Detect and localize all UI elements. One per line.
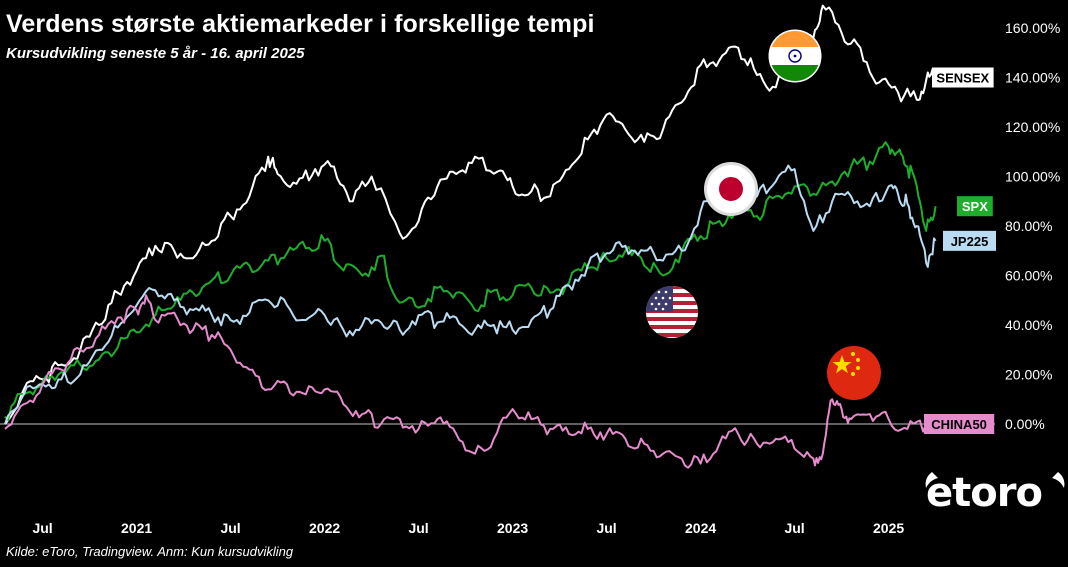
series-label-jp225: JP225: [951, 234, 989, 249]
x-tick-label: Jul: [32, 520, 52, 536]
series-label-bg: [957, 196, 993, 217]
x-tick-label: Jul: [784, 520, 804, 536]
y-tick-label: 80.00%: [1005, 218, 1052, 234]
y-tick-label: 140.00%: [1005, 70, 1060, 86]
y-tick-label: 120.00%: [1005, 119, 1060, 135]
y-tick-label: 160.00%: [1005, 20, 1060, 36]
series-label-bg: [943, 230, 996, 251]
usa-flag-icon: [646, 286, 698, 338]
x-tick-label: 2022: [309, 520, 340, 536]
x-tick-label: 2025: [873, 520, 904, 536]
x-tick-label: 2023: [497, 520, 528, 536]
india-flag-icon: [768, 29, 822, 83]
series-labels: SENSEX SPX JP225 CHINA50: [924, 67, 996, 434]
y-axis-ticks: 0.00% 20.00% 40.00% 60.00% 80.00% 100.00% 120.…: [1005, 20, 1060, 432]
y-tick-label: 40.00%: [1005, 317, 1052, 333]
series-line-jp225: [4, 164, 937, 425]
series-label-china50: CHINA50: [931, 417, 987, 432]
series-line-china50: [4, 294, 937, 469]
source-note: Kilde: eToro, Tradingview. Anm: Kun kurs…: [6, 544, 294, 559]
y-tick-label: 20.00%: [1005, 367, 1052, 383]
y-tick-label: 100.00%: [1005, 169, 1060, 185]
china-flag-icon: [827, 346, 881, 400]
series-label-bg: [924, 414, 995, 434]
x-tick-label: Jul: [408, 520, 428, 536]
series-label-bg: [932, 67, 994, 88]
y-tick-label: 60.00%: [1005, 268, 1052, 284]
series-line-spx: [4, 141, 937, 422]
x-axis-ticks: Jul 2021 Jul 2022 Jul 2023 Jul 2024 Jul 2025: [32, 520, 904, 536]
chart-subtitle: Kursudvikling seneste 5 år - 16. april 2…: [6, 45, 305, 62]
etoro-logo: etoro: [926, 470, 1043, 516]
x-tick-label: 2021: [121, 520, 152, 536]
series-label-sensex: SENSEX: [936, 71, 989, 86]
y-tick-label: 0.00%: [1005, 416, 1045, 432]
japan-flag-icon: [704, 162, 758, 216]
x-tick-label: 2024: [685, 520, 716, 536]
series-label-spx: SPX: [962, 199, 988, 214]
x-tick-label: Jul: [596, 520, 616, 536]
chart-title: Verdens største aktiemarkeder i forskell…: [6, 10, 595, 38]
x-tick-label: Jul: [220, 520, 240, 536]
